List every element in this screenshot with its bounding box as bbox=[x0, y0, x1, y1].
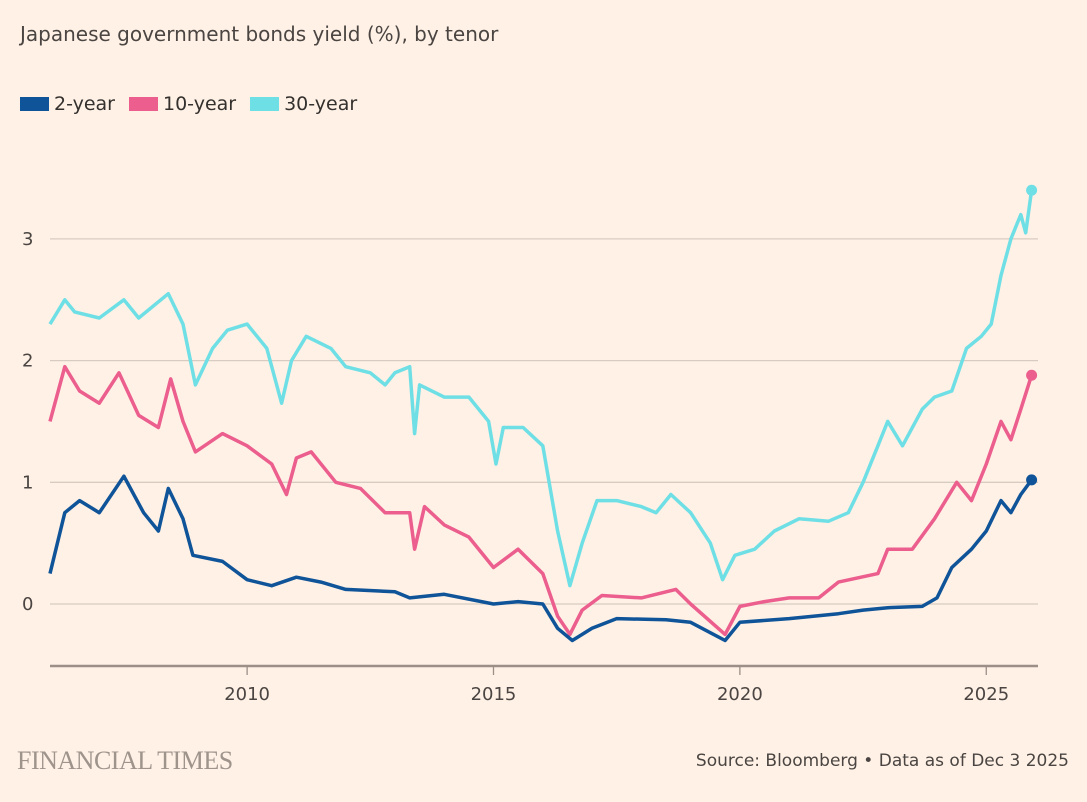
series-line-30-year bbox=[48, 189, 1034, 588]
chart-title: Japanese government bonds yield (%), by … bbox=[20, 22, 499, 46]
y-tick-label: 3 bbox=[22, 229, 33, 250]
end-marker-30-year bbox=[1026, 184, 1038, 196]
legend-swatch-10-year bbox=[129, 97, 158, 111]
x-tick-label: 2020 bbox=[717, 684, 763, 705]
x-tick-label: 2015 bbox=[471, 684, 517, 705]
x-tick-label: 2010 bbox=[224, 684, 270, 705]
ft-logo: FINANCIAL TIMES bbox=[17, 746, 233, 775]
end-marker-10-year bbox=[1026, 369, 1038, 381]
series-line-2-year bbox=[48, 474, 1034, 643]
series-line-10-year bbox=[48, 364, 1034, 637]
legend-swatch-30-year bbox=[250, 97, 280, 111]
legend: 2-year 10-year 30-year bbox=[20, 93, 357, 115]
end-marker-2-year bbox=[1026, 474, 1038, 486]
legend-swatch-2-year bbox=[20, 97, 49, 111]
legend-item-30-year: 30-year bbox=[250, 93, 357, 115]
y-tick-label: 0 bbox=[22, 594, 33, 615]
legend-label: 10-year bbox=[163, 93, 237, 115]
legend-item-10-year: 10-year bbox=[129, 93, 236, 115]
x-tick-label: 2025 bbox=[963, 684, 1009, 705]
y-tick-label: 2 bbox=[22, 351, 33, 372]
y-tick-label: 1 bbox=[22, 472, 33, 493]
source-note: Source: Bloomberg • Data as of Dec 3 202… bbox=[695, 751, 1069, 771]
legend-label: 30-year bbox=[284, 93, 358, 115]
legend-item-2-year: 2-year bbox=[20, 93, 115, 115]
legend-label: 2-year bbox=[54, 93, 115, 115]
